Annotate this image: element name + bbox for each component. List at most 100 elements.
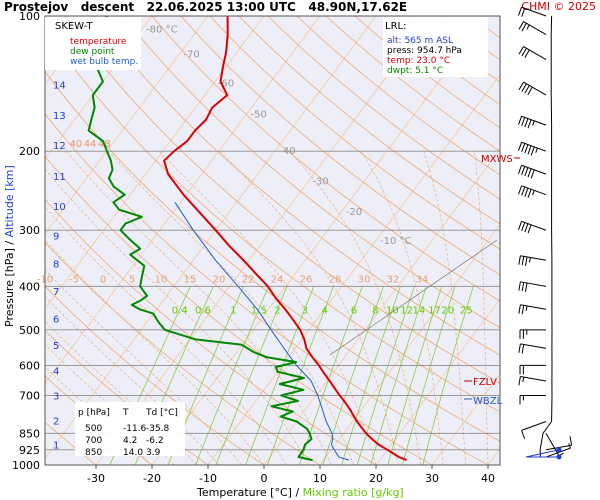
altitude-tick-label: 4: [53, 367, 59, 378]
moist-adiabat-label: 30: [358, 274, 371, 285]
dewpoint-curve: [87, 15, 313, 462]
altitude-tick-label: 2: [53, 416, 59, 427]
wind-barb-flag: [524, 167, 529, 177]
wind-barb-flag: [521, 47, 527, 57]
moist-adiabat-label: 15: [184, 274, 197, 285]
wind-barb-flag: [521, 305, 525, 315]
levels-table-cell: 4.2: [123, 436, 137, 446]
moist-adiabat-label: 32: [387, 274, 400, 285]
wind-barb: [518, 164, 547, 179]
moist-adiabat-label: -5: [69, 274, 79, 285]
isotherm-label: -70: [183, 50, 199, 61]
lrl-title: LRL:: [385, 21, 406, 32]
isotherm-label: -20: [346, 207, 362, 218]
wind-barb: [519, 394, 546, 405]
wind-barb-staff: [521, 6, 547, 17]
isotherm-line: [319, 223, 500, 465]
pressure-tick-label: 100: [19, 10, 40, 23]
wind-barb-flag: [521, 282, 525, 292]
temperature-tick-label: 30: [425, 472, 439, 485]
wind-barb-flag: [521, 117, 526, 127]
wind-barb: [518, 255, 547, 266]
wind-barb-flag: [521, 222, 526, 232]
wind-barb-half: [526, 24, 530, 30]
wind-barb-half: [522, 376, 525, 383]
mixing-ratio-label: 12: [400, 305, 413, 316]
mixing-ratio-label: 0.4: [172, 305, 188, 316]
altitude-tick-label: 12: [53, 141, 66, 152]
isotherm-label: -50: [251, 109, 267, 120]
dry-adiabat-line: [558, 16, 600, 465]
levels-table-cell: 3.9: [146, 448, 161, 458]
x-axis-label: Temperature [°C] / Mixing ratio [g/kg]: [197, 486, 404, 499]
wind-barb-staff: [521, 185, 547, 196]
moist-adiabat-label: 22: [242, 274, 255, 285]
levels-table-cell: -35.8: [146, 424, 170, 434]
wind-barb-flag: [521, 83, 527, 92]
chart-title: Prostejov descent 22.06.2025 13:00 UTC 4…: [4, 0, 407, 14]
temperature-tick-label: 0: [261, 472, 268, 485]
isotherm-line: [45, 16, 265, 310]
mixing-ratio-label: 17: [428, 305, 441, 316]
altitude-tick-label: 3: [53, 391, 59, 402]
isotherm-line: [207, 74, 500, 465]
wind-barb-flag: [524, 282, 528, 292]
wind-barb-staff: [521, 421, 547, 431]
levels-table-cell: 850: [85, 448, 102, 458]
wind-barb: [518, 185, 547, 198]
wind-barb-half: [529, 257, 531, 263]
wet-bulb-curve: [174, 202, 350, 461]
wind-barb-flag: [518, 185, 523, 195]
dry-adiabat-line: [499, 16, 500, 17]
wind-barb-staff: [521, 115, 547, 126]
wind-barb-flag: [518, 343, 521, 353]
wind-barb-flag: [518, 221, 523, 230]
plot-area: [45, 16, 500, 465]
dry-adiabat-label: 44: [84, 139, 97, 150]
moist-adiabat-line: [45, 168, 310, 465]
wind-barb-staff: [545, 433, 560, 457]
wind-barb-staff: [521, 141, 547, 152]
wind-barb-flag: [521, 430, 526, 440]
isotherm-line: [151, 16, 489, 465]
wind-barb-flag: [524, 223, 529, 233]
levels-table-cell: -6.2: [146, 436, 164, 446]
mixing-ratio-label: 25: [460, 305, 473, 316]
temperature-tick-label: -30: [87, 472, 105, 485]
altitude-tick-label: 11: [53, 172, 66, 183]
mixing-ratio-label: 1: [230, 305, 236, 316]
wind-barb-flag: [527, 119, 532, 129]
wbzl-marker-label: WBZL: [473, 396, 503, 407]
wind-barb-staff: [520, 304, 547, 310]
fzlv-marker-label: FZLV: [473, 377, 497, 388]
wind-barb: [518, 343, 547, 354]
lrl-box-bg: [383, 17, 488, 77]
wind-barb-flag: [518, 255, 521, 265]
altitude-tick-label: 7: [53, 287, 59, 298]
altitude-tick-label: 13: [53, 111, 66, 122]
wind-barb: [518, 6, 547, 17]
wind-barb-flag: [524, 49, 530, 58]
altitude-tick-label: 14: [53, 80, 66, 91]
isotherm-line: [375, 298, 500, 465]
dry-adiabat-line: [180, 16, 500, 276]
lrl-dewpoint: dwpt: 5.1 °C: [387, 66, 443, 76]
mixing-ratio-label: 4: [322, 305, 328, 316]
pressure-tick-label: 500: [19, 324, 40, 337]
dry-adiabat-line: [209, 16, 500, 250]
dry-adiabat-line: [122, 16, 500, 329]
isotherm-line: [95, 16, 433, 465]
wind-barb-flag: [521, 344, 525, 354]
wind-barb: [518, 281, 547, 292]
moist-adiabat-line: [45, 269, 242, 465]
wind-barb-flag: [518, 21, 524, 30]
sounding-mode: descent: [80, 0, 135, 14]
lrl-altitude: alt: 565 m ASL: [387, 36, 453, 46]
legend-item-0: temperature: [70, 37, 127, 47]
wind-barb-staff: [545, 447, 571, 458]
wind-barb: [518, 141, 547, 156]
wind-barb-half: [525, 305, 528, 311]
plot-frame: [44, 15, 501, 466]
